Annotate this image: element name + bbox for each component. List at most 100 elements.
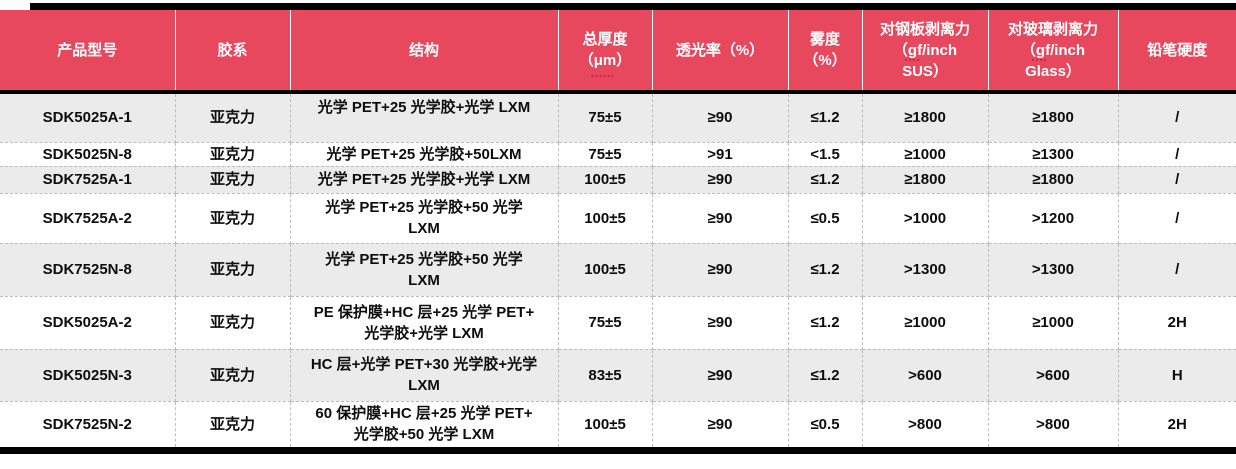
- cell-transmittance: ≥90: [652, 243, 789, 297]
- cell-transmittance: ≥90: [652, 92, 789, 143]
- cell-adhesive: 亚克力: [175, 193, 291, 244]
- cell-hardness: /: [1118, 92, 1236, 143]
- spellcheck-squiggle-icon: [1032, 59, 1048, 61]
- cell-structure: 光学 PET+25 光学胶+50 光学 LXM: [290, 243, 559, 297]
- cell-transmittance: ≥90: [652, 193, 789, 244]
- header-cell-transmittance: 透光率（%）: [652, 10, 789, 94]
- product-spec-table: 产品型号 胶系 结构 总厚度 （μm） 透光率（%） 雾度 （%） 对钢板剥离力…: [0, 10, 1236, 454]
- table-row: SDK5025N-3 亚克力 HC 层+光学 PET+30 光学胶+光学 LXM…: [0, 349, 1236, 402]
- cell-adhesive: 亚克力: [175, 401, 291, 454]
- header-thickness-label: 总厚度 （μm）: [578, 31, 632, 69]
- table-row: SDK5025A-2 亚克力 PE 保护膜+HC 层+25 光学 PET+ 光学…: [0, 296, 1236, 350]
- table-row: SDK7525A-1 亚克力 光学 PET+25 光学胶+光学 LXM 100±…: [0, 166, 1236, 194]
- cell-peel-glass: ≥1000: [988, 296, 1119, 350]
- cell-model: SDK7525A-1: [0, 166, 176, 194]
- cell-peel-glass: >800: [988, 401, 1119, 454]
- cell-peel-sus: ≥1800: [862, 166, 989, 194]
- cell-structure: 光学 PET+25 光学胶+光学 LXM: [290, 92, 559, 143]
- table-row: SDK7525A-2 亚克力 光学 PET+25 光学胶+50 光学 LXM 1…: [0, 193, 1236, 244]
- cell-model: SDK7525N-2: [0, 401, 176, 454]
- table-top-rule: [30, 3, 1236, 10]
- cell-structure: 光学 PET+25 光学胶+50 光学 LXM: [290, 193, 559, 244]
- cell-structure: HC 层+光学 PET+30 光学胶+光学 LXM: [290, 349, 559, 402]
- cell-peel-glass: >1200: [988, 193, 1119, 244]
- cell-thickness: 100±5: [558, 166, 653, 194]
- header-cell-peel-sus: 对钢板剥离力 （gf/inch SUS）: [862, 10, 989, 94]
- header-cell-model: 产品型号: [0, 10, 176, 94]
- cell-adhesive: 亚克力: [175, 296, 291, 350]
- cell-peel-glass: >1300: [988, 243, 1119, 297]
- cell-hardness: /: [1118, 142, 1236, 167]
- cell-structure: 60 保护膜+HC 层+25 光学 PET+ 光学胶+50 光学 LXM: [290, 401, 559, 454]
- cell-thickness: 83±5: [558, 349, 653, 402]
- cell-haze: ≤1.2: [788, 166, 863, 194]
- cell-peel-sus: >1000: [862, 193, 989, 244]
- cell-hardness: H: [1118, 349, 1236, 402]
- cell-peel-glass: ≥1300: [988, 142, 1119, 167]
- cell-haze: ≤0.5: [788, 193, 863, 244]
- cell-haze: ≤1.2: [788, 92, 863, 143]
- cell-peel-glass: ≥1800: [988, 92, 1119, 143]
- header-cell-thickness: 总厚度 （μm）: [558, 10, 653, 94]
- cell-structure: PE 保护膜+HC 层+25 光学 PET+ 光学胶+光学 LXM: [290, 296, 559, 350]
- cell-model: SDK7525N-8: [0, 243, 176, 297]
- cell-hardness: /: [1118, 166, 1236, 194]
- cell-structure: 光学 PET+25 光学胶+50LXM: [290, 142, 559, 167]
- cell-peel-glass: ≥1800: [988, 166, 1119, 194]
- cell-adhesive: 亚克力: [175, 142, 291, 167]
- cell-hardness: /: [1118, 193, 1236, 244]
- header-peel-sus-label: 对钢板剥离力 （gf/inch SUS）: [879, 20, 970, 80]
- table-body: SDK5025A-1 亚克力 光学 PET+25 光学胶+光学 LXM 75±5…: [0, 92, 1236, 454]
- header-row: 产品型号 胶系 结构 总厚度 （μm） 透光率（%） 雾度 （%） 对钢板剥离力…: [0, 10, 1236, 94]
- cell-adhesive: 亚克力: [175, 166, 291, 194]
- cell-adhesive: 亚克力: [175, 349, 291, 402]
- cell-peel-sus: >800: [862, 401, 989, 454]
- cell-transmittance: ≥90: [652, 166, 789, 194]
- cell-peel-sus: ≥1800: [862, 92, 989, 143]
- spellcheck-squiggle-icon: [905, 59, 920, 61]
- cell-haze: ≤1.2: [788, 243, 863, 297]
- table-row: SDK5025N-8 亚克力 光学 PET+25 光学胶+50LXM 75±5 …: [0, 142, 1236, 167]
- table-row: SDK7525N-8 亚克力 光学 PET+25 光学胶+50 光学 LXM 1…: [0, 243, 1236, 297]
- cell-thickness: 75±5: [558, 296, 653, 350]
- cell-haze: <1.5: [788, 142, 863, 167]
- cell-transmittance: ≥90: [652, 349, 789, 402]
- cell-hardness: 2H: [1118, 401, 1236, 454]
- cell-haze: ≤0.5: [788, 401, 863, 454]
- header-cell-haze: 雾度 （%）: [788, 10, 863, 94]
- header-peel-glass-label: 对玻璃剥离力 （gf/inch Glass）: [1007, 20, 1098, 80]
- cell-thickness: 100±5: [558, 193, 653, 244]
- cell-thickness: 100±5: [558, 243, 653, 297]
- cell-peel-sus: >600: [862, 349, 989, 402]
- cell-hardness: /: [1118, 243, 1236, 297]
- cell-model: SDK5025N-3: [0, 349, 176, 402]
- cell-model: SDK5025A-2: [0, 296, 176, 350]
- cell-thickness: 75±5: [558, 142, 653, 167]
- cell-adhesive: 亚克力: [175, 243, 291, 297]
- header-cell-structure: 结构: [290, 10, 559, 94]
- cell-model: SDK5025N-8: [0, 142, 176, 167]
- cell-structure: 光学 PET+25 光学胶+光学 LXM: [290, 166, 559, 194]
- table-row: SDK7525N-2 亚克力 60 保护膜+HC 层+25 光学 PET+ 光学…: [0, 401, 1236, 454]
- cell-thickness: 75±5: [558, 92, 653, 143]
- header-cell-adhesive: 胶系: [175, 10, 291, 94]
- cell-model: SDK7525A-2: [0, 193, 176, 244]
- cell-haze: ≤1.2: [788, 296, 863, 350]
- table-row: SDK5025A-1 亚克力 光学 PET+25 光学胶+光学 LXM 75±5…: [0, 92, 1236, 143]
- cell-transmittance: ≥90: [652, 296, 789, 350]
- cell-transmittance: >91: [652, 142, 789, 167]
- cell-hardness: 2H: [1118, 296, 1236, 350]
- cell-adhesive: 亚克力: [175, 92, 291, 143]
- cell-haze: ≤1.2: [788, 349, 863, 402]
- header-cell-hardness: 铅笔硬度: [1118, 10, 1236, 94]
- header-cell-peel-glass: 对玻璃剥离力 （gf/inch Glass）: [988, 10, 1119, 94]
- cell-peel-glass: >600: [988, 349, 1119, 402]
- cell-peel-sus: ≥1000: [862, 142, 989, 167]
- table-header: 产品型号 胶系 结构 总厚度 （μm） 透光率（%） 雾度 （%） 对钢板剥离力…: [0, 10, 1236, 94]
- spellcheck-squiggle-icon: [591, 75, 614, 77]
- cell-transmittance: ≥90: [652, 401, 789, 454]
- cell-peel-sus: ≥1000: [862, 296, 989, 350]
- cell-model: SDK5025A-1: [0, 92, 176, 143]
- cell-peel-sus: >1300: [862, 243, 989, 297]
